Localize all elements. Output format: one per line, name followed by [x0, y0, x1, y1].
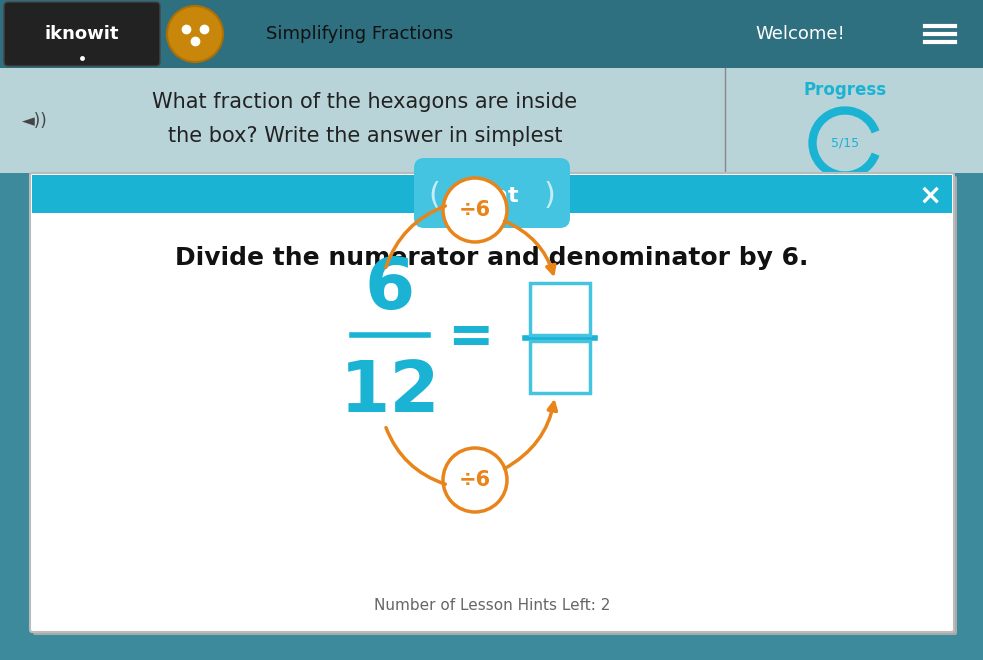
Text: Number of Lesson Hints Left: 2: Number of Lesson Hints Left: 2 [374, 597, 610, 612]
Text: iknowit: iknowit [45, 25, 119, 43]
FancyBboxPatch shape [414, 158, 570, 228]
Text: ÷6: ÷6 [459, 470, 492, 490]
Circle shape [167, 6, 223, 62]
Text: 6: 6 [365, 255, 415, 325]
Circle shape [443, 178, 507, 242]
Text: Hint: Hint [466, 186, 518, 206]
Text: Divide the numerator and denominator by 6.: Divide the numerator and denominator by … [175, 246, 809, 270]
Text: ): ) [544, 182, 556, 211]
Text: ÷6: ÷6 [459, 200, 492, 220]
Bar [530, 283, 590, 335]
Text: the box? Write the answer in simplest: the box? Write the answer in simplest [168, 127, 562, 147]
Bar [0, 68, 983, 173]
Text: 12: 12 [340, 358, 440, 426]
Bar [530, 341, 590, 393]
Text: ◄)): ◄)) [22, 112, 48, 130]
Text: ×: × [918, 182, 942, 210]
Text: (: ( [428, 182, 440, 211]
Bar [0, 0, 983, 68]
FancyBboxPatch shape [30, 173, 954, 632]
FancyBboxPatch shape [4, 2, 160, 66]
FancyBboxPatch shape [33, 176, 957, 635]
Bar [32, 175, 952, 213]
Text: 5/15: 5/15 [831, 137, 859, 150]
Text: Welcome!: Welcome! [755, 25, 844, 43]
Text: Progress: Progress [803, 81, 887, 99]
Text: What fraction of the hexagons are inside: What fraction of the hexagons are inside [152, 92, 578, 112]
Circle shape [443, 448, 507, 512]
Text: Simplifying Fractions: Simplifying Fractions [266, 25, 453, 43]
Text: =: = [446, 311, 493, 365]
